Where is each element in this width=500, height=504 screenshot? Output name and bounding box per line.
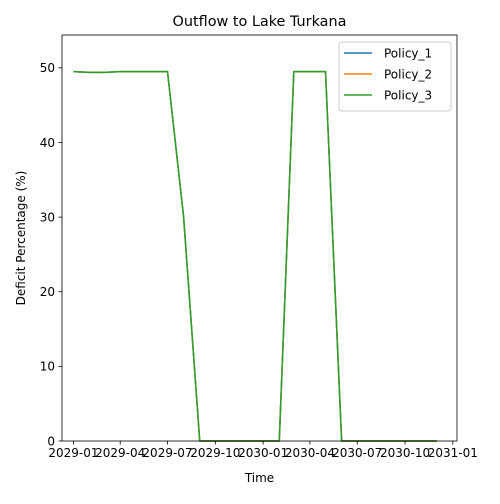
y-tick-label: 10 xyxy=(40,360,55,374)
legend-label-2: Policy_2 xyxy=(384,67,432,81)
x-tick-label: 2029-04 xyxy=(95,446,145,460)
legend-label-3: Policy_3 xyxy=(384,88,432,102)
x-tick-label: 2031-01 xyxy=(428,446,478,460)
y-axis-ticks: 0 10 20 30 40 50 xyxy=(40,61,62,448)
y-tick-label: 20 xyxy=(40,285,55,299)
series-layer xyxy=(73,70,437,442)
x-tick-label: 2030-01 xyxy=(238,446,288,460)
x-axis-ticks: 2029-012029-042029-072029-102030-012030-… xyxy=(48,441,478,460)
series-line-1 xyxy=(73,70,437,442)
legend-items: Policy_1 Policy_2 Policy_3 xyxy=(344,46,432,102)
legend: Policy_1 Policy_2 Policy_3 xyxy=(338,41,452,112)
series-line-3 xyxy=(73,70,437,442)
axes-frame xyxy=(61,34,458,442)
chart-title: Outflow to Lake Turkana xyxy=(173,14,347,30)
legend-box xyxy=(338,41,452,112)
y-tick-label: 50 xyxy=(40,61,55,75)
x-tick-label: 2030-07 xyxy=(332,446,382,460)
series-line-2 xyxy=(73,70,437,442)
y-tick-label: 0 xyxy=(47,434,55,448)
x-axis-label: Time xyxy=(244,471,274,485)
x-tick-label: 2029-07 xyxy=(142,446,192,460)
x-tick-label: 2030-10 xyxy=(380,446,430,460)
x-tick-label: 2029-01 xyxy=(48,446,98,460)
legend-label-1: Policy_1 xyxy=(384,46,432,60)
plot-area xyxy=(61,34,458,442)
y-axis-label: Deficit Percentage (%) xyxy=(14,171,28,306)
x-tick-label: 2030-04 xyxy=(285,446,335,460)
y-tick-label: 30 xyxy=(40,210,55,224)
x-tick-label: 2029-10 xyxy=(190,446,240,460)
y-tick-label: 40 xyxy=(40,136,55,150)
